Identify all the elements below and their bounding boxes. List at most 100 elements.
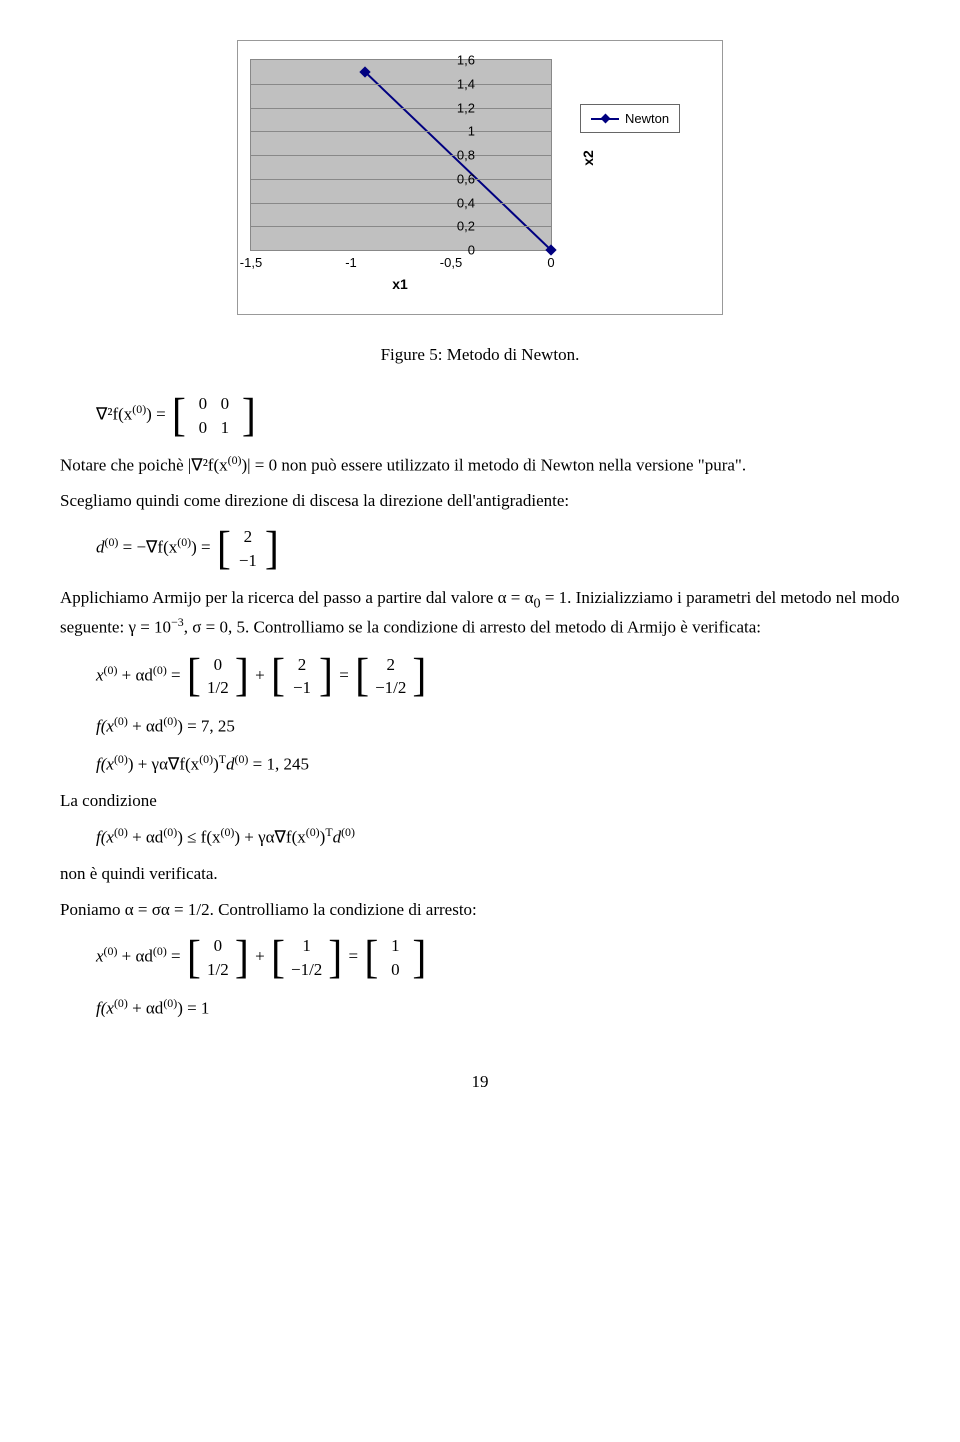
sup: (0): [235, 752, 249, 766]
sup: (0): [163, 714, 177, 728]
sup: (0): [114, 825, 128, 839]
x-tick-label: 0: [547, 255, 554, 270]
sup: (0): [163, 825, 177, 839]
y-tick-label: 1: [468, 124, 475, 139]
t: f(x: [96, 828, 114, 847]
sup: (0): [114, 996, 128, 1010]
sup: (0): [114, 752, 128, 766]
sup: −3: [171, 615, 184, 629]
cell: 0: [192, 416, 214, 440]
gridline: [251, 108, 551, 109]
legend: Newton: [580, 104, 680, 133]
y-tick-label: 0: [468, 243, 475, 258]
matrix: [01/2]: [187, 651, 249, 703]
x-axis-label: x1: [250, 276, 550, 292]
x-tick-label: -1: [345, 255, 357, 270]
cell: 0: [207, 934, 229, 958]
plot-wrap: x2 00,20,40,60,811,21,41,6-1,5-1-0,50 x1: [250, 59, 550, 292]
matrix: [10]: [364, 932, 426, 984]
t: ) =: [146, 405, 170, 424]
x-tick-label: -1,5: [240, 255, 262, 270]
t: f(x: [96, 755, 114, 774]
y-tick-label: 1,2: [457, 100, 475, 115]
matrix: [2−1]: [271, 651, 333, 703]
legend-marker: [591, 118, 619, 120]
sup: (0): [199, 752, 213, 766]
para-lacond: La condizione: [60, 788, 900, 814]
t: + αd: [117, 947, 153, 966]
sup: (0): [153, 663, 167, 677]
sup: (0): [306, 825, 320, 839]
chart-container: x2 00,20,40,60,811,21,41,6-1,5-1-0,50 x1…: [60, 40, 900, 315]
para-notare: Notare che poichè |∇²f(x(0))| = 0 non pu…: [60, 452, 900, 478]
matrix: [ 2 −1 ]: [217, 523, 279, 575]
cell: −1: [237, 549, 259, 573]
t: | = 0 non può essere utilizzato il metod…: [247, 455, 746, 474]
sup: (0): [104, 944, 118, 958]
data-marker: [545, 244, 556, 255]
page-number: 19: [60, 1072, 900, 1092]
sup: (0): [177, 535, 191, 549]
eq-xad2: x(0) + αd(0) = [01/2] + [1−1/2] = [10]: [96, 932, 900, 984]
cell: −1/2: [375, 676, 406, 700]
sup: T: [219, 752, 226, 766]
eq-fxad2: f(x(0) + αd(0)) = 1: [96, 994, 900, 1022]
t: ) =: [191, 538, 215, 557]
t: d: [226, 755, 235, 774]
cell: 1: [296, 934, 318, 958]
t: ) = 7, 25: [177, 717, 235, 736]
sup: (0): [105, 535, 119, 549]
t: ) + γα∇f(x: [234, 828, 305, 847]
t: + αd: [128, 717, 164, 736]
sup: (0): [104, 663, 118, 677]
t: +: [255, 665, 269, 684]
cell: 1/2: [207, 958, 229, 982]
matrix: [ 00 01 ]: [172, 390, 256, 442]
matrix: [1−1/2]: [271, 932, 342, 984]
t: f(x: [96, 717, 114, 736]
t: =: [167, 665, 185, 684]
gridline: [251, 84, 551, 85]
plot-area: x2 00,20,40,60,811,21,41,6-1,5-1-0,50: [250, 59, 552, 251]
gridline: [251, 226, 551, 227]
sup: (0): [228, 453, 242, 467]
eq-hessian: ∇²f(x(0)) = [ 00 01 ]: [96, 390, 900, 442]
y-tick-label: 0,8: [457, 148, 475, 163]
t: Controlliamo se la condizione di arresto…: [253, 618, 761, 637]
sup: (0): [153, 944, 167, 958]
cell: 0: [207, 653, 229, 677]
t: + αd: [128, 828, 164, 847]
matrix: [2−1/2]: [355, 651, 426, 703]
t: ) + γα∇f(x: [128, 755, 199, 774]
t: x: [96, 947, 104, 966]
legend-label: Newton: [625, 111, 669, 126]
t: Notare che poichè |∇: [60, 455, 203, 474]
t: d: [333, 828, 342, 847]
eq-fxad1: f(x(0) + αd(0)) = 7, 25: [96, 712, 900, 740]
y-tick-label: 0,6: [457, 171, 475, 186]
t: =: [349, 947, 363, 966]
gridline: [251, 155, 551, 156]
sup: (0): [132, 402, 146, 416]
eq-cond: f(x(0) + αd(0)) ≤ f(x(0)) + γα∇f(x(0))Td…: [96, 823, 900, 851]
eq-fxgrad: f(x(0)) + γα∇f(x(0))Td(0) = 1, 245: [96, 750, 900, 778]
t: f(x: [96, 999, 114, 1018]
cell: 2: [291, 653, 313, 677]
cell: 0: [192, 392, 214, 416]
sup: (0): [114, 714, 128, 728]
y-tick-label: 1,6: [457, 53, 475, 68]
t: = 1, 245: [248, 755, 309, 774]
t: =: [339, 665, 353, 684]
data-marker: [359, 66, 370, 77]
t: d: [96, 538, 105, 557]
t: = 1.: [541, 588, 572, 607]
t: ∇²f(x: [96, 405, 132, 424]
t: x: [96, 665, 104, 684]
y-tick-label: 0,2: [457, 219, 475, 234]
t: = −∇f(x: [118, 538, 177, 557]
t: + αd: [128, 999, 164, 1018]
cell: 2: [237, 525, 259, 549]
cell: 1: [384, 934, 406, 958]
x-tick-label: -0,5: [440, 255, 462, 270]
cell: 2: [380, 653, 402, 677]
